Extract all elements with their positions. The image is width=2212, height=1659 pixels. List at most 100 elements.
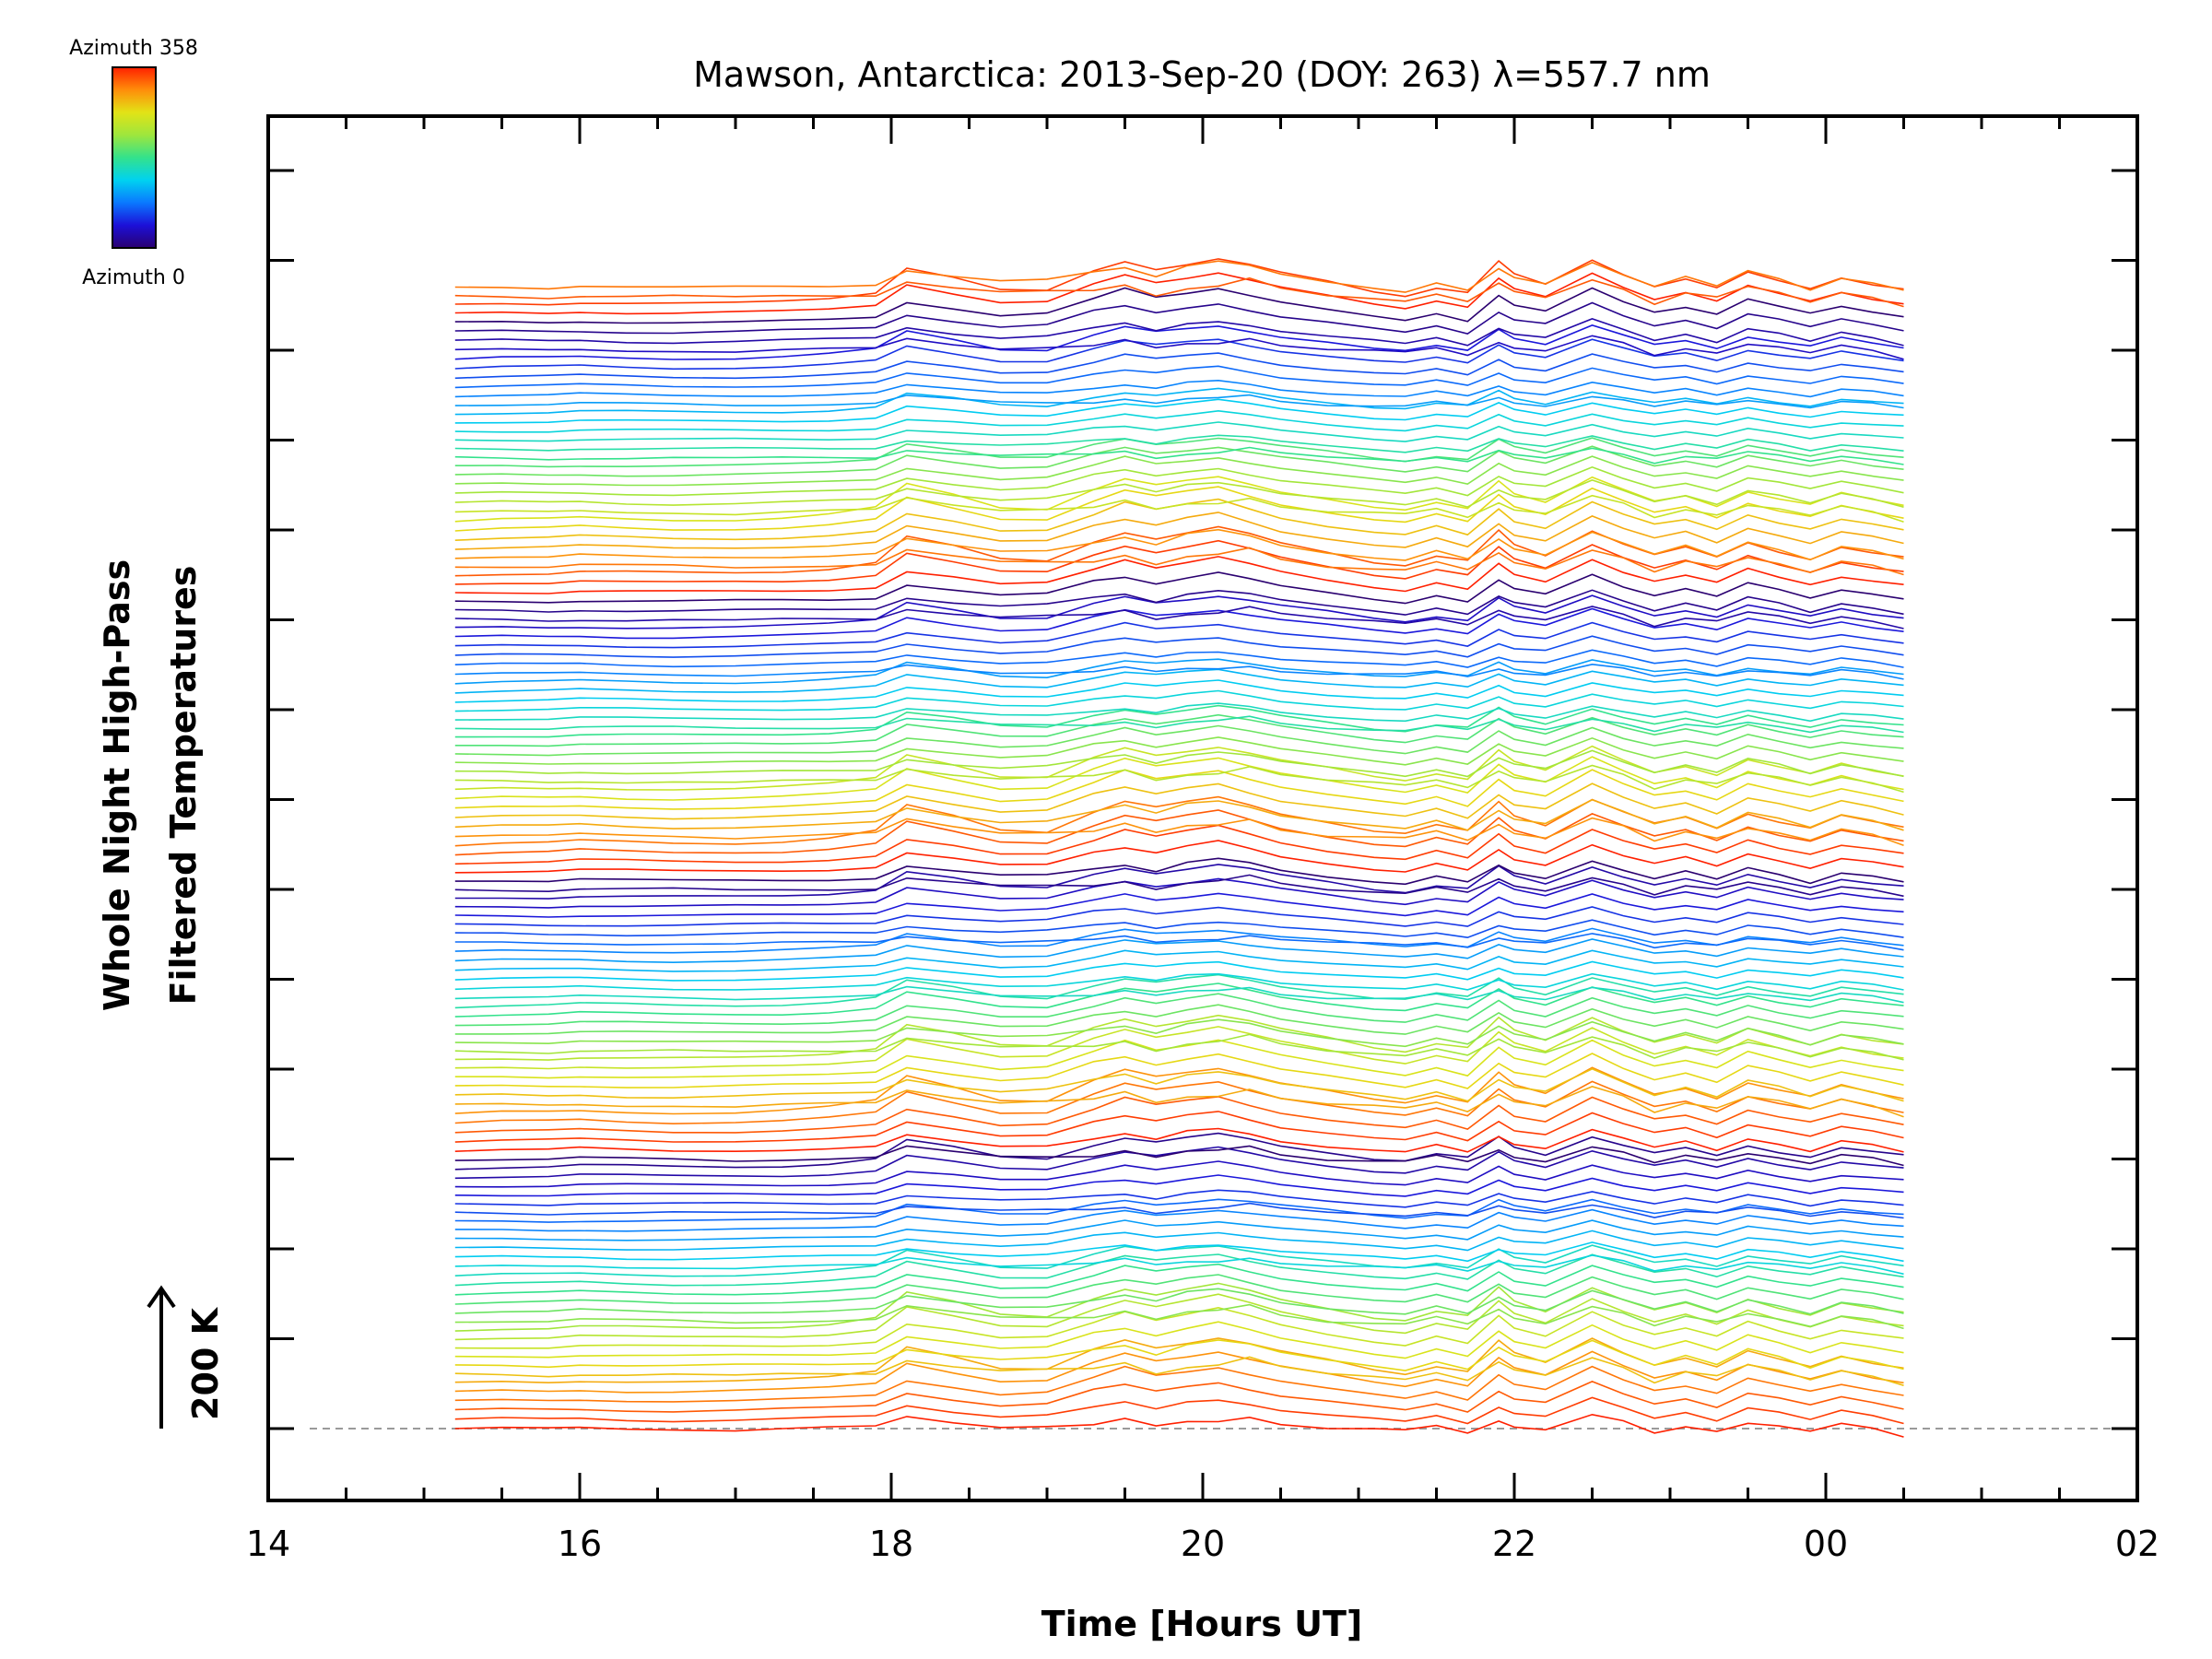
temperature-trace [454,258,1904,306]
temperature-trace [454,338,1904,371]
temperature-trace [454,379,1904,398]
temperature-trace [454,795,1904,847]
y-axis-label: Whole Night High-Pass Filtered Temperatu… [97,559,204,1011]
temperature-trace [454,689,1904,712]
temperature-trace [454,1219,1904,1241]
temperature-trace [454,1356,1904,1386]
temperature-trace [454,864,1904,900]
chart-title: Mawson, Antarctica: 2013-Sep-20 (DOY: 26… [693,54,1711,95]
temperature-trace [454,702,1904,723]
temperature-trace [454,539,1904,585]
temperature-trace [454,919,1904,939]
temperature-trace [454,1208,1904,1232]
temperature-trace [454,387,1904,416]
axis-ticks [266,116,2139,1500]
temperature-trace [454,486,1904,532]
temperature-trace [454,857,1904,886]
temperature-trace [454,1026,1904,1070]
temperature-trace [454,1241,1904,1263]
x-tick-label: 14 [246,1524,290,1564]
temperature-trace [454,982,1904,1018]
temperature-trace [454,1132,1904,1171]
temperature-trace [454,421,1904,442]
temperature-trace [454,1033,1904,1061]
temperature-trace [454,985,1904,1004]
temperature-trace [454,927,1904,954]
temperature-trace [454,649,1904,668]
temperature-trace [454,1339,1904,1371]
temperature-trace [454,607,1904,640]
temperature-trace [454,1282,1904,1332]
temperature-trace [454,525,1904,577]
x-tick-label: 20 [1181,1524,1225,1564]
temperature-trace [454,498,1904,541]
temperature-trace [454,512,1904,550]
temperature-trace [454,745,1904,791]
temperature-trace [454,1039,1904,1079]
temperature-trace [454,1254,1904,1276]
temperature-trace [454,973,1904,1009]
scale-bar-arrowhead [147,1285,176,1309]
temperature-trace [454,769,1904,810]
temperature-trace [454,260,1904,293]
trace-group [454,258,1904,1438]
temperature-trace [454,724,1904,757]
colorbar-bottom-label: Azimuth 0 [82,266,185,289]
temperature-trace [454,365,1904,389]
temperature-trace [454,335,1904,360]
temperature-trace [454,589,1904,616]
temperature-trace [454,1337,1904,1384]
temperature-trace [454,1160,1904,1188]
temperature-trace [454,1004,1904,1035]
temperature-trace [454,906,1904,927]
temperature-trace [454,1365,1904,1403]
temperature-trace [454,455,1904,487]
temperature-trace [454,756,1904,801]
temperature-trace [454,736,1904,766]
x-tick-label: 18 [869,1524,913,1564]
temperature-trace [454,764,1904,794]
temperature-trace [454,1350,1904,1394]
temperature-trace [454,1096,1904,1134]
temperature-trace [454,1189,1904,1208]
temperature-trace [454,938,1904,964]
temperature-trace [454,1321,1904,1359]
temperature-trace [454,1111,1904,1143]
temperature-trace [454,324,1904,360]
temperature-trace [454,1303,1904,1330]
temperature-trace [454,874,1904,898]
temperature-trace [454,1306,1904,1349]
scale-bar: 200 K [147,1285,226,1429]
temperature-trace [454,824,1904,865]
scale-bar-label: 200 K [185,1306,226,1420]
x-tick-label: 02 [2115,1524,2159,1564]
temperature-trace [454,276,1904,308]
temperature-trace [454,476,1904,523]
temperature-trace [454,479,1904,508]
temperature-trace [454,892,1904,918]
temperature-trace [454,606,1904,629]
temperature-trace [454,782,1904,820]
temperature-trace [454,1413,1904,1438]
temperature-trace [454,1198,1904,1223]
temperature-trace [454,713,1904,747]
colorbar-gradient [112,66,157,249]
temperature-trace [454,1244,1904,1277]
temperature-trace [454,1288,1904,1315]
temperature-trace [454,409,1904,433]
temperature-trace [454,1086,1904,1118]
temperature-trace [454,933,1904,951]
temperature-trace [454,679,1904,703]
temperature-trace [454,668,1904,694]
temperature-trace [454,1127,1904,1153]
temperature-trace [454,1174,1904,1197]
temperature-trace [454,1274,1904,1305]
plot-frame [266,114,2139,1502]
temperature-trace [454,287,1904,324]
temperature-trace [454,1018,1904,1048]
temperature-trace [454,1230,1904,1252]
temperature-trace [454,1263,1904,1296]
temperature-trace [454,993,1904,1027]
temperature-trace [454,1202,1904,1219]
